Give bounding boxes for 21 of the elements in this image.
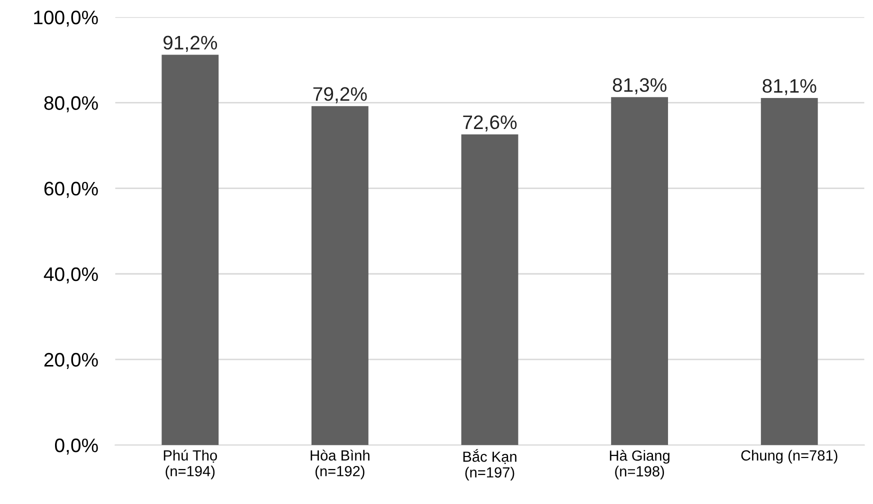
x-tick-label: Phú Thọ (n=194) [164,450,217,480]
x-tick-label: Bắc Kạn (n=197) [463,449,516,480]
x-tick-label: Hà Giang (n=198) [610,450,670,480]
bar [162,54,219,446]
data-label: 81,3% [612,78,666,94]
y-tick-label: 40,0% [44,267,98,284]
x-tick-label: Chung (n=781) [741,450,838,464]
data-label: 81,1% [762,79,816,96]
data-label: 79,2% [313,87,367,104]
data-label: 72,6% [463,115,517,132]
y-tick-label: 60,0% [44,182,98,198]
data-label: 91,2% [163,36,218,52]
x-tick-label: Hòa Bình (n=192) [310,450,370,480]
y-tick-label: 20,0% [44,352,98,369]
bar [760,98,818,446]
y-tick-label: 0,0% [55,438,98,455]
bar [461,134,518,446]
y-tick-label: 100,0% [34,10,98,27]
bar [311,106,368,446]
y-tick-label: 80,0% [44,96,98,112]
bar [611,97,668,446]
